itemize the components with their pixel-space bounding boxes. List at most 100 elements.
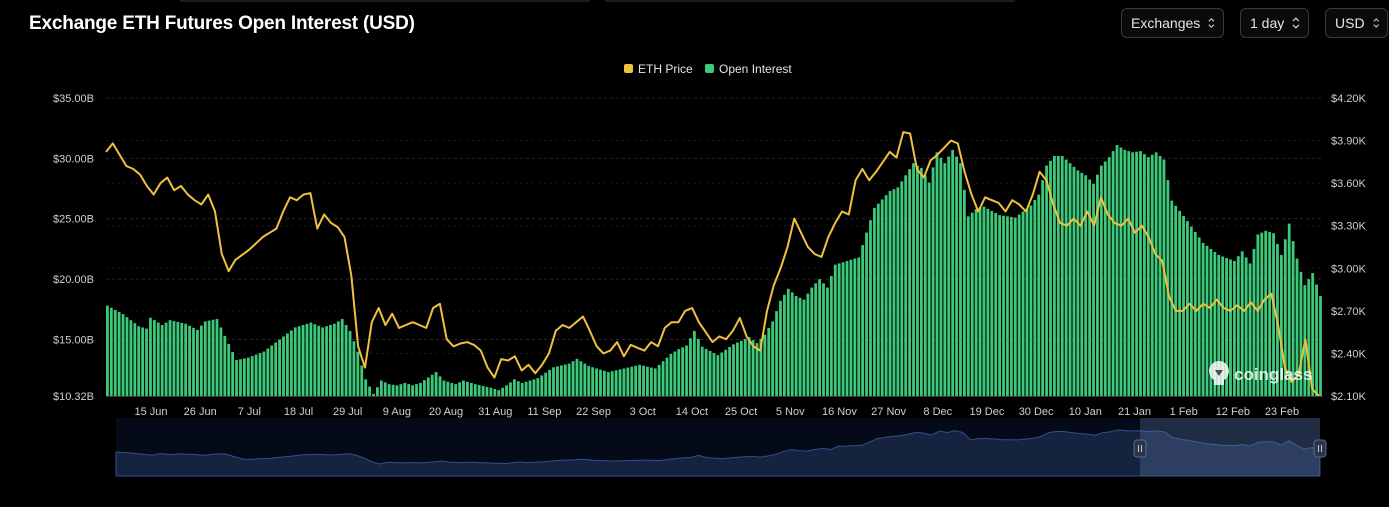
navigator[interactable] xyxy=(115,418,1327,477)
oi-bar xyxy=(477,385,481,396)
oi-bar xyxy=(160,325,164,396)
oi-bar xyxy=(548,369,551,396)
oi-bar xyxy=(759,338,763,396)
oi-bar xyxy=(219,327,223,396)
oi-bar xyxy=(325,326,328,396)
oi-bar xyxy=(1268,232,1272,396)
legend-item-eth-price[interactable]: ETH Price xyxy=(624,62,693,76)
oi-bar xyxy=(927,182,931,396)
oi-bar xyxy=(1056,155,1060,396)
oi-bar xyxy=(286,333,289,396)
oi-bar xyxy=(810,287,814,396)
oi-bar xyxy=(790,292,794,396)
oi-bar xyxy=(317,325,321,396)
oi-bar xyxy=(387,384,391,396)
oi-bar xyxy=(168,320,172,396)
oi-bar xyxy=(1291,241,1295,396)
navigator-handle-right[interactable] xyxy=(1313,439,1327,458)
oi-bar xyxy=(779,300,782,396)
top-divider-right xyxy=(605,0,1015,2)
oi-bar xyxy=(1135,151,1138,396)
oi-bar xyxy=(242,358,246,396)
oi-bar xyxy=(184,323,188,396)
oi-bar xyxy=(1170,200,1174,396)
oi-bar xyxy=(133,323,137,396)
x-tick-label: 25 Oct xyxy=(725,406,757,418)
x-tick-label: 1 Feb xyxy=(1170,406,1198,418)
oi-bar xyxy=(422,380,426,396)
oi-bar xyxy=(532,379,536,396)
oi-bar xyxy=(211,319,215,396)
oi-bar xyxy=(360,365,364,396)
oi-bar xyxy=(665,357,669,396)
oi-bar xyxy=(516,381,520,396)
oi-bar xyxy=(857,257,861,396)
oi-bar xyxy=(407,384,411,396)
oi-bar xyxy=(203,321,207,396)
x-tick-label: 30 Dec xyxy=(1019,406,1054,418)
oi-bar xyxy=(966,216,970,396)
oi-bar xyxy=(250,356,254,396)
oi-bar xyxy=(1162,159,1166,396)
oi-bar xyxy=(681,347,685,396)
oi-bar xyxy=(786,288,790,396)
oi-bar xyxy=(1264,230,1268,396)
oi-bar xyxy=(1060,155,1064,396)
legend-item-open-interest[interactable]: Open Interest xyxy=(705,62,792,76)
oi-bar xyxy=(556,366,559,396)
x-tick-label: 20 Aug xyxy=(429,406,463,418)
oi-bar xyxy=(188,325,191,396)
oi-bar xyxy=(696,338,700,396)
oi-bar xyxy=(1174,205,1178,396)
oi-bar xyxy=(939,157,943,396)
oi-bar xyxy=(994,213,998,396)
y-right-tick-label: $2.70K xyxy=(1331,306,1367,318)
oi-bar xyxy=(661,361,665,396)
exchanges-select[interactable]: Exchanges xyxy=(1121,8,1224,38)
oi-bar xyxy=(239,359,242,396)
oi-bar xyxy=(1244,257,1248,396)
oi-bar xyxy=(618,369,622,396)
oi-bar xyxy=(1076,170,1080,396)
oi-bar xyxy=(1037,194,1041,396)
oi-bar xyxy=(1150,154,1154,396)
oi-bar xyxy=(1315,284,1318,396)
oi-bar xyxy=(458,382,461,396)
oi-bar xyxy=(348,331,352,396)
eth-price-line-layer xyxy=(105,131,1320,397)
oi-bar xyxy=(512,379,516,396)
oi-bar xyxy=(1240,251,1244,396)
navigator-selection[interactable] xyxy=(1140,418,1320,476)
oi-bar xyxy=(559,365,563,396)
oi-bar xyxy=(1295,258,1299,396)
oi-bar xyxy=(575,358,579,396)
oi-bar xyxy=(692,331,696,396)
oi-bar xyxy=(872,207,876,396)
navigator-handle-left[interactable] xyxy=(1133,439,1147,458)
x-tick-label: 15 Jun xyxy=(134,406,167,418)
oi-bar xyxy=(176,321,180,396)
oi-bar xyxy=(1127,151,1131,396)
oi-bar xyxy=(861,245,865,396)
oi-bar xyxy=(849,259,853,396)
interval-select[interactable]: 1 day xyxy=(1240,8,1309,38)
oi-bar xyxy=(109,307,113,396)
oi-bar xyxy=(501,387,505,396)
x-tick-label: 23 Feb xyxy=(1265,406,1299,418)
oi-bar xyxy=(1217,254,1221,396)
legend-label-eth-price: ETH Price xyxy=(638,62,693,76)
legend-label-open-interest: Open Interest xyxy=(719,62,792,76)
oi-bar xyxy=(1205,245,1209,396)
oi-bar xyxy=(121,314,125,396)
oi-bar xyxy=(399,384,403,396)
oi-bar xyxy=(798,297,802,396)
oi-bar xyxy=(192,327,195,396)
currency-select[interactable]: USD xyxy=(1325,8,1388,38)
oi-bar xyxy=(646,366,649,396)
oi-bar xyxy=(818,279,822,396)
oi-bar xyxy=(235,360,238,396)
oi-bar xyxy=(833,264,837,396)
oi-bar xyxy=(352,341,356,396)
oi-bar xyxy=(1099,165,1103,396)
oi-bar xyxy=(368,386,371,396)
